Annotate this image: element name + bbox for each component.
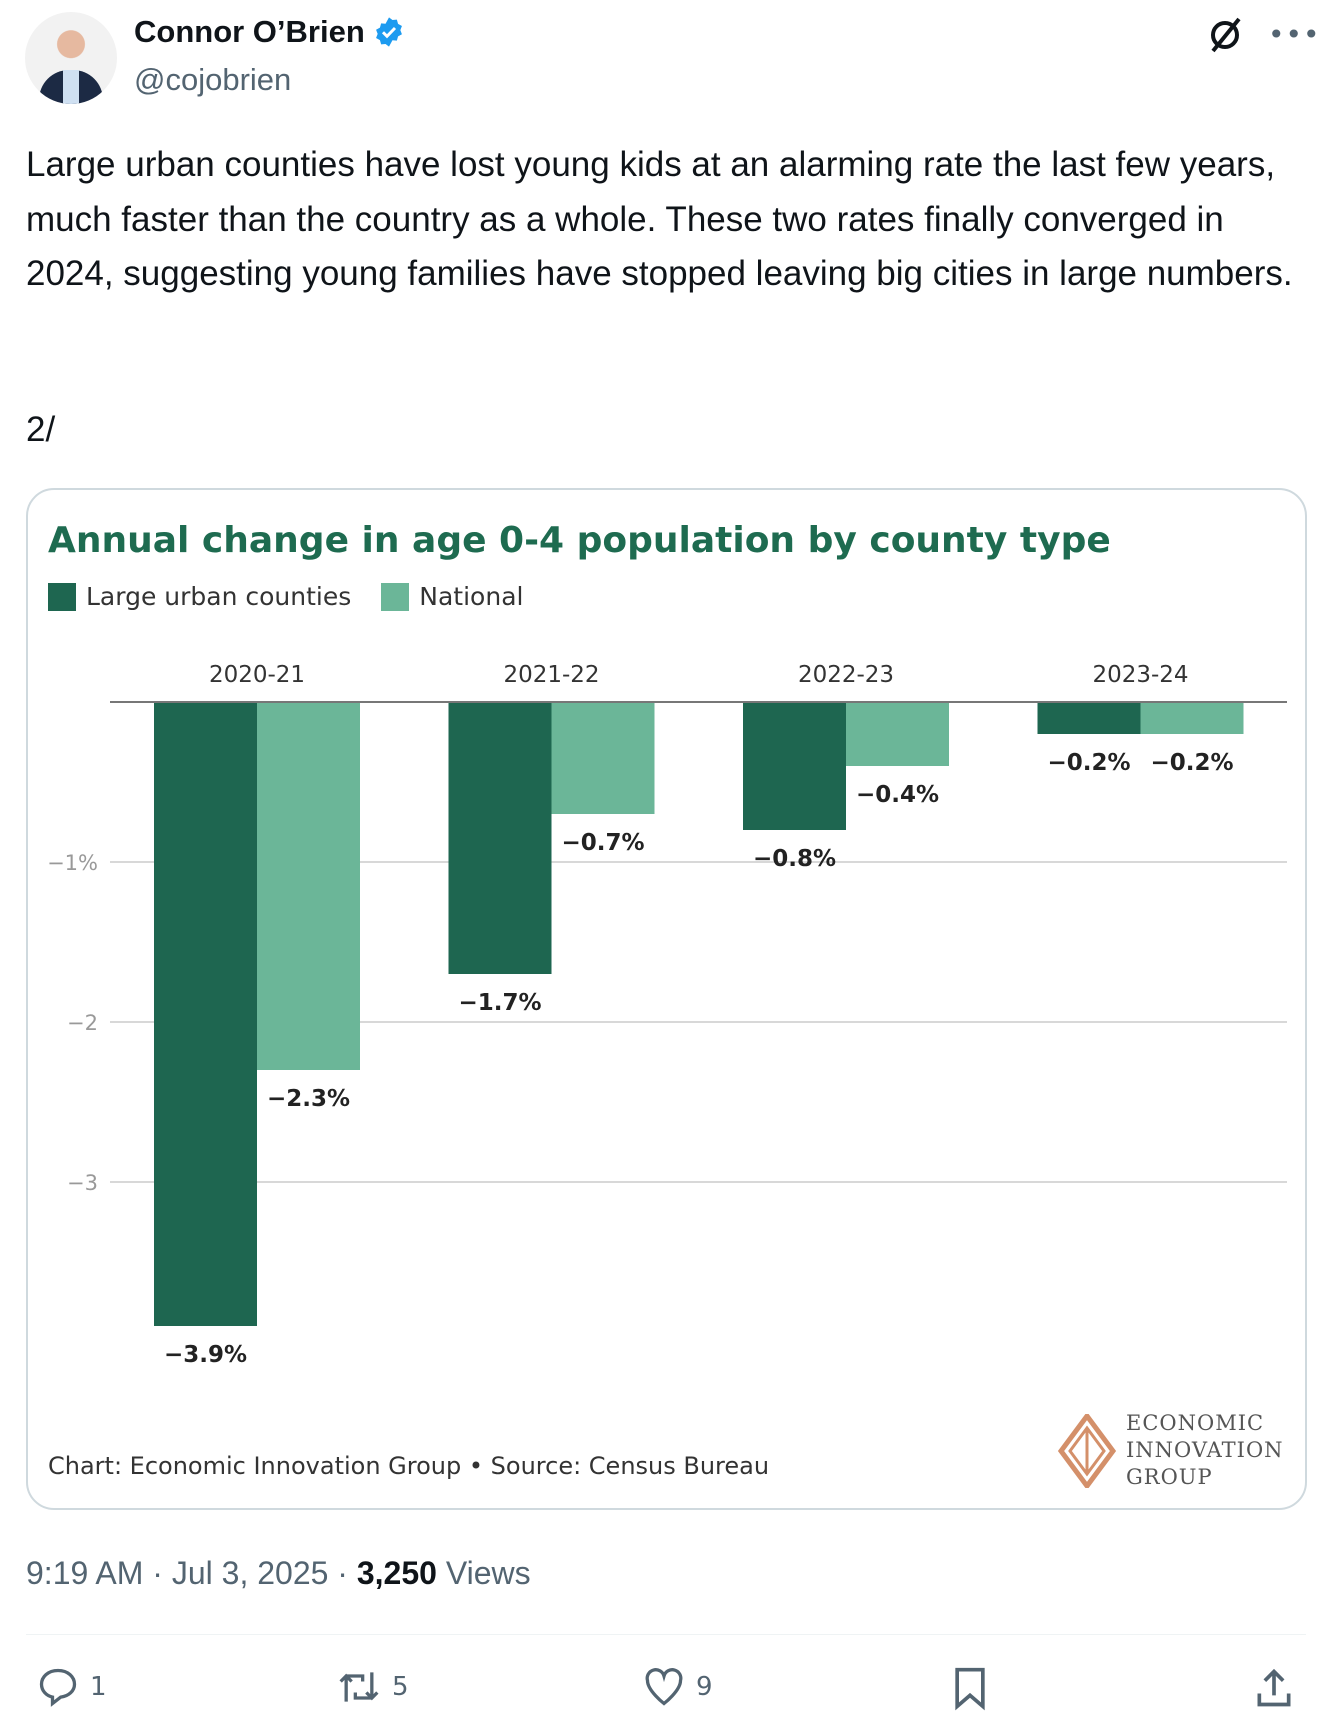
logo-text: ECONOMIC [1126,1411,1265,1435]
avatar[interactable] [25,12,117,104]
y-tick-label: −1% [47,851,98,875]
bar-national [551,702,655,814]
author-handle[interactable]: @cojobrien [134,62,292,97]
data-label: −0.7% [561,830,644,856]
grok-icon[interactable] [1205,15,1245,55]
y-tick-label: −3 [67,1171,98,1195]
data-label: −0.2% [1150,750,1233,776]
data-label: −1.7% [458,990,541,1016]
bookmark-button[interactable] [948,1665,992,1711]
repost-icon [339,1672,379,1702]
chart-title: Annual change in age 0-4 population by c… [48,520,1111,561]
heart-icon [645,1668,683,1706]
author-name[interactable]: Connor O’Brien [134,14,405,50]
bar-urban [154,702,257,1326]
bar-urban [1037,702,1141,734]
verified-badge-icon [375,17,402,47]
logo-text: INNOVATION [1126,1438,1284,1462]
data-label: −0.8% [753,846,836,872]
legend-item-national: National [381,582,523,611]
category-label: 2023-24 [1092,662,1188,688]
share-button[interactable] [1252,1665,1296,1711]
views-label: Views [445,1555,531,1591]
bar-chart: −1% −2 −3 2020-21 −3.9% −2.3% 2021-22 −1.7% −0.7… [47,662,1287,1368]
data-label: −0.2% [1047,750,1130,776]
data-label: −3.9% [164,1342,247,1368]
legend-swatch [48,582,76,611]
legend-label: Large urban counties [86,582,352,611]
reply-button[interactable]: 1 [36,1665,107,1709]
bookmark-icon [955,1667,985,1711]
category-label: 2021-22 [503,662,599,688]
legend-swatch [381,582,410,611]
divider [26,1634,1306,1635]
eig-diamond-icon [1058,1413,1116,1488]
reply-icon [39,1668,77,1707]
share-icon [1257,1668,1291,1707]
chart-image[interactable]: −1% −2 −3 2020-21 −3.9% −2.3% 2021-22 −1.7% −0.7… [26,488,1307,1510]
data-label: −0.4% [856,782,939,808]
post-time[interactable]: 9:19 AM [26,1555,144,1591]
post-meta: 9:19 AM · Jul 3, 2025 · 3,250 Views [26,1555,531,1591]
category-label: 2022-23 [798,662,894,688]
bar-urban [448,702,552,974]
y-tick-label: −2 [67,1011,98,1035]
author-name-text: Connor O’Brien [134,14,365,49]
repost-button[interactable]: 5 [336,1665,409,1709]
bar-national [846,702,949,766]
legend-label: National [419,582,524,611]
logo-text: GROUP [1126,1465,1213,1489]
post-text: Large urban counties have lost young kid… [26,145,1293,293]
eig-logo: ECONOMIC INNOVATION GROUP [1058,1410,1284,1491]
legend-item-urban: Large urban counties [48,582,351,611]
category-label: 2020-21 [209,662,305,688]
thread-marker: 2/ [26,410,56,449]
repost-count: 5 [392,1672,409,1702]
bar-urban [743,702,846,830]
like-button[interactable]: 9 [642,1665,713,1709]
chart-source: Chart: Economic Innovation Group • Sourc… [48,1452,770,1480]
data-label: −2.3% [267,1086,350,1112]
like-count: 9 [696,1672,713,1702]
bar-national [257,702,360,1070]
reply-count: 1 [90,1672,107,1702]
view-count: 3,250 [356,1555,437,1591]
post-date[interactable]: Jul 3, 2025 [171,1555,329,1591]
bar-national [1140,702,1244,734]
chart-legend: Large urban counties National [48,582,523,611]
more-options-icon[interactable]: ••• [1268,18,1321,51]
